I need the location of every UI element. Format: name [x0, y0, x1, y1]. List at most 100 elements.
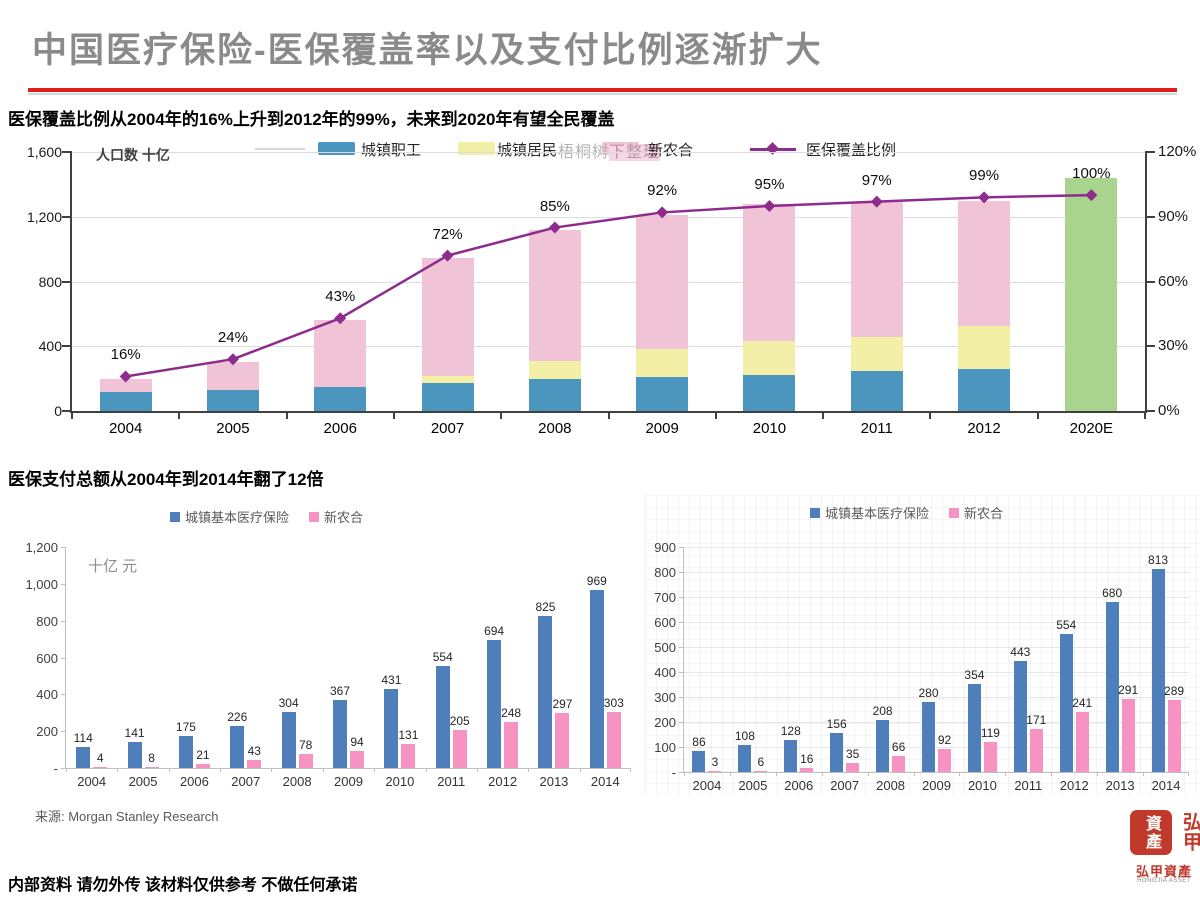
bar-series0 — [784, 740, 798, 772]
logo-name-cn: 弘甲資產 — [1135, 864, 1192, 879]
bar-series1 — [195, 764, 210, 768]
line-marker-diamond — [548, 221, 561, 234]
gridline — [684, 722, 1189, 723]
gridline — [684, 697, 1189, 698]
bar-value-label: 431 — [381, 672, 402, 687]
gridline — [72, 281, 1145, 283]
x-axis-label: 2009 — [922, 778, 951, 793]
line-marker-diamond — [441, 249, 454, 262]
bar-series1 — [93, 767, 108, 768]
line-marker-diamond — [226, 353, 239, 366]
bar-segment-series1 — [958, 326, 1011, 369]
y-axis-tick — [679, 647, 684, 648]
y2-axis-tick-label: 90% — [1158, 207, 1189, 225]
bar-value-label: 4 — [96, 751, 104, 765]
logo-name-en: HONGJIA ASSET — [1137, 878, 1191, 884]
bar-value-label: 171 — [1026, 713, 1047, 728]
section1-title: 医保覆盖比例从2004年的16%上升到2012年的99%，未来到2020年有望全… — [8, 110, 615, 129]
y-axis-tick — [62, 345, 72, 348]
bar-series1 — [1167, 699, 1181, 772]
legend-item: 城镇基本医疗保险 — [170, 507, 289, 526]
x-axis-label: 2010 — [967, 778, 997, 793]
bar-series0 — [738, 745, 752, 772]
bar-segment-series1 — [850, 336, 903, 372]
y-axis-tick-label: 200 — [36, 724, 58, 740]
x-axis-tick — [168, 768, 170, 772]
gridline — [684, 647, 1189, 648]
company-logo: 資產 弘甲 弘甲資產 HONGJIA ASSET — [1128, 810, 1200, 898]
x-axis-tick — [630, 768, 631, 772]
bar-value-label: 297 — [552, 697, 573, 712]
line-marker-diamond — [119, 370, 132, 383]
bar-value-label: 680 — [1102, 586, 1123, 600]
x-axis-tick — [425, 768, 427, 772]
y2-axis-tick — [1145, 410, 1155, 412]
bar-value-label: 21 — [196, 748, 210, 763]
y2-axis-tick — [1145, 151, 1155, 153]
bar-segment-series0 — [421, 382, 474, 411]
legend-swatch — [810, 507, 820, 518]
bar-segment-series0 — [743, 374, 796, 411]
bar-series1 — [452, 730, 467, 768]
bar-value-label: 175 — [175, 719, 196, 734]
y-axis-tick-label: 500 — [654, 640, 676, 655]
bar-segment-series2 — [206, 361, 259, 390]
y2-axis-tick-label: 0% — [1158, 402, 1180, 419]
bar-series1 — [754, 770, 768, 772]
bar-segment-series2 — [850, 202, 903, 337]
bar-series1 — [846, 763, 860, 772]
bar-segment-series1 — [528, 360, 581, 380]
bar-value-label: 694 — [484, 624, 505, 639]
bar-series1 — [983, 742, 997, 772]
y-axis-tick — [62, 151, 72, 153]
payment-chart-urban-left: 城镇基本医疗保险 新农合 - 200 400 600 800 1,000 1,200 十亿 元 1… — [25, 495, 640, 795]
y-axis-tick — [62, 280, 72, 283]
x-axis-label: 2004 — [108, 420, 143, 437]
bar-value-label: 825 — [535, 600, 556, 615]
bar-value-label: 443 — [1010, 645, 1031, 660]
bar-value-label: 248 — [501, 706, 522, 721]
bar-series1 — [298, 753, 313, 768]
legend-label: 城镇基本医疗保险 — [825, 506, 930, 521]
bar-value-label: 226 — [227, 710, 248, 725]
y-axis-tick-label: 1,600 — [26, 144, 62, 160]
title-underline-shadow — [28, 93, 1177, 95]
bar-series0 — [435, 665, 450, 768]
bar-value-label: 128 — [780, 724, 801, 738]
x-axis-tick — [684, 772, 685, 776]
bar-segment-series2 — [636, 215, 689, 349]
payment-right-legend: 城镇基本医疗保险 新农合 — [810, 503, 1003, 522]
bar-segment-series2 — [421, 258, 474, 377]
bar-segment-series0 — [99, 392, 152, 411]
bar-value-label: 554 — [432, 649, 453, 664]
bar-value-label: 16 — [800, 752, 814, 766]
x-axis-label: 2008 — [876, 778, 906, 793]
y-axis-unit-label: 人口数 十亿 — [96, 147, 170, 163]
x-axis-label: 2014 — [1151, 778, 1181, 793]
y-axis-tick-label: - — [671, 765, 676, 780]
x-axis-tick — [714, 413, 717, 419]
x-axis-tick — [607, 413, 610, 419]
y-axis-tick-label: 1,200 — [26, 208, 62, 225]
y-axis-tick — [679, 747, 684, 748]
title-underline — [28, 88, 1177, 92]
bar-value-label: 78 — [298, 737, 313, 752]
bar-series0 — [876, 720, 890, 772]
bar-series0 — [1151, 568, 1165, 772]
legend-swatch — [309, 511, 320, 522]
y-axis-tick — [679, 697, 684, 698]
x-axis-label: 2011 — [1014, 778, 1043, 793]
x-axis-tick — [929, 413, 932, 419]
bar-series1 — [892, 755, 906, 772]
legend-swatch-urban-employee — [318, 142, 355, 155]
coverage-percent-label: 16% — [110, 346, 141, 364]
x-axis-label: 2011 — [437, 774, 466, 789]
y-axis-tick — [679, 547, 684, 548]
y-axis-tick-label: - — [53, 761, 58, 776]
bar-series0 — [281, 712, 296, 768]
x-axis-tick — [500, 413, 503, 419]
x-axis-tick — [1097, 772, 1099, 776]
bar-value-label: 94 — [350, 734, 364, 749]
y-axis-tick-label: 100 — [654, 740, 676, 755]
legend-swatch — [949, 507, 960, 518]
